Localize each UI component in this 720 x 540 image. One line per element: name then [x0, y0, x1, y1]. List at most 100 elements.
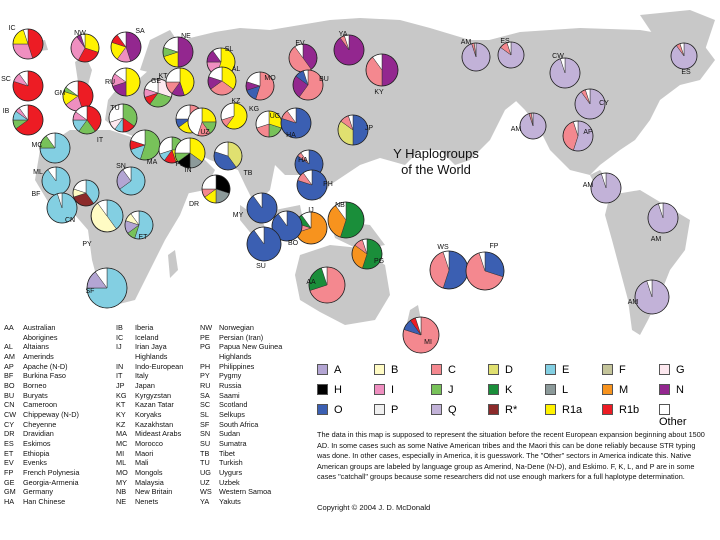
legend-swatch	[488, 404, 499, 415]
population-pie-cy: CY	[574, 88, 609, 120]
abbreviation-code: BO	[4, 380, 15, 390]
legend-label: P	[391, 404, 399, 416]
abbreviation-row: CW Chippeway (N-D)	[4, 410, 79, 420]
pie-label: MO	[264, 75, 276, 82]
population-pie-ws: WS	[429, 244, 469, 290]
legend-label: D	[505, 364, 513, 376]
legend-swatch	[374, 364, 385, 375]
legend-label: L	[562, 384, 569, 396]
abbreviation-row: TU Turkish	[200, 458, 282, 468]
abbreviation-row: DR Dravidian	[4, 429, 79, 439]
pie-label: PY	[82, 241, 92, 248]
abbreviation-row: TB Tibet	[200, 449, 282, 459]
abbreviation-row: ES Eskimos	[4, 439, 79, 449]
legend-swatch	[602, 364, 613, 375]
abbreviation-row: FP French Polynesia	[4, 468, 79, 478]
legend-swatch	[545, 364, 556, 375]
pie-label: YA	[339, 31, 348, 38]
abbreviation-name: Borneo	[23, 380, 47, 390]
legend-item-o: O	[317, 404, 343, 416]
abbreviation-column-1: AA Australian Aborigines AL Altaians AM Amerin…	[4, 323, 79, 506]
legend-item-k: K	[488, 384, 512, 396]
pie-outline	[246, 226, 282, 262]
abbreviation-row: ET Ethiopia	[4, 449, 79, 459]
abbreviation-name: Kazakhstan	[135, 419, 174, 429]
abbreviation-code: ET	[4, 448, 14, 458]
legend-label: N	[676, 384, 684, 396]
abbreviation-name: Highlands	[219, 351, 252, 361]
population-pie-tb: TB	[213, 141, 253, 177]
population-pie-ya: YA	[333, 31, 365, 66]
abbreviation-name: Highlands	[135, 351, 168, 361]
abbreviation-row: Highlands	[200, 352, 282, 362]
population-pie-ne: NE	[162, 33, 194, 68]
abbreviation-code: PG	[200, 342, 211, 352]
abbreviation-code: WS	[200, 487, 212, 497]
pie-label: ES	[500, 38, 510, 45]
abbreviation-name: Aborigines	[23, 332, 58, 342]
pie-label: AM	[461, 39, 472, 46]
abbreviation-code: SA	[200, 390, 210, 400]
pie-label: RU	[105, 79, 115, 86]
data-note: The data in this map is supposed to repr…	[317, 430, 705, 482]
map-title-line2: of the World	[401, 162, 471, 177]
abbreviation-row: PE Persian (Iran)	[200, 333, 282, 343]
abbreviation-name: Saami	[219, 390, 240, 400]
pie-label: DR	[189, 201, 199, 208]
pie-outline	[271, 210, 303, 242]
abbreviation-row: AP Apache (N-D)	[4, 362, 79, 372]
pie-label: ET	[139, 234, 149, 241]
abbreviation-code: KG	[116, 390, 127, 400]
abbreviation-name: Mali	[135, 458, 149, 468]
map-title-line1: Y Haplogroups	[393, 146, 479, 161]
abbreviation-name: Cheyenne	[23, 419, 57, 429]
population-pie-mi: MI	[402, 316, 440, 354]
legend-swatch	[317, 384, 328, 395]
abbreviation-code: PH	[200, 361, 211, 371]
abbreviation-code: CW	[4, 409, 17, 419]
abbreviation-row: SA Saami	[200, 391, 282, 401]
pie-label: WS	[437, 244, 449, 251]
pie-label: CW	[552, 53, 564, 60]
pie-outline	[634, 279, 670, 315]
pie-label: PH	[323, 181, 333, 188]
legend-item-a: A	[317, 364, 341, 376]
abbreviation-name: Turkish	[219, 458, 243, 468]
abbreviation-code: RU	[200, 380, 211, 390]
abbreviation-code: GM	[4, 487, 16, 497]
pie-label: ES	[681, 69, 691, 76]
abbreviation-name: Eskimos	[23, 438, 51, 448]
pie-outline	[590, 172, 622, 204]
abbreviation-row: WS Western Samoa	[200, 487, 282, 497]
pie-label: KT	[159, 73, 169, 80]
pie-outline	[220, 102, 248, 130]
pie-label: AL	[232, 66, 241, 73]
pie-label: BO	[288, 240, 299, 247]
legend-label: K	[505, 384, 513, 396]
pie-label: AM	[651, 236, 662, 243]
legend-swatch	[488, 364, 499, 375]
abbreviation-name: Nenets	[135, 496, 159, 506]
population-pie-ru: RU	[105, 67, 141, 97]
abbreviation-code: SC	[200, 400, 211, 410]
abbreviation-row: SL Selkups	[200, 410, 282, 420]
abbreviation-row: IN Indo-European	[116, 362, 183, 372]
pie-label: IJ	[308, 207, 313, 214]
legend-label: B	[391, 364, 399, 376]
pie-label: IN	[185, 167, 192, 174]
pie-outline	[174, 137, 206, 169]
pie-outline	[245, 71, 275, 101]
pie-label: TB	[244, 170, 253, 177]
abbreviation-column-3: NW Norwegian PE Persian (Iran) PG Papua New G…	[200, 323, 282, 506]
abbreviation-row: MI Maori	[116, 449, 183, 459]
abbreviation-code: KZ	[116, 419, 126, 429]
population-pie-es: ES	[497, 38, 525, 69]
population-pie-kg: KG	[220, 102, 259, 130]
abbreviation-code: CN	[4, 400, 15, 410]
legend-swatch	[659, 364, 670, 375]
abbreviation-row: ML Mali	[116, 458, 183, 468]
pie-label: AA	[306, 279, 316, 286]
pie-label: CY	[599, 100, 609, 107]
abbreviation-row: EV Evenks	[4, 458, 79, 468]
